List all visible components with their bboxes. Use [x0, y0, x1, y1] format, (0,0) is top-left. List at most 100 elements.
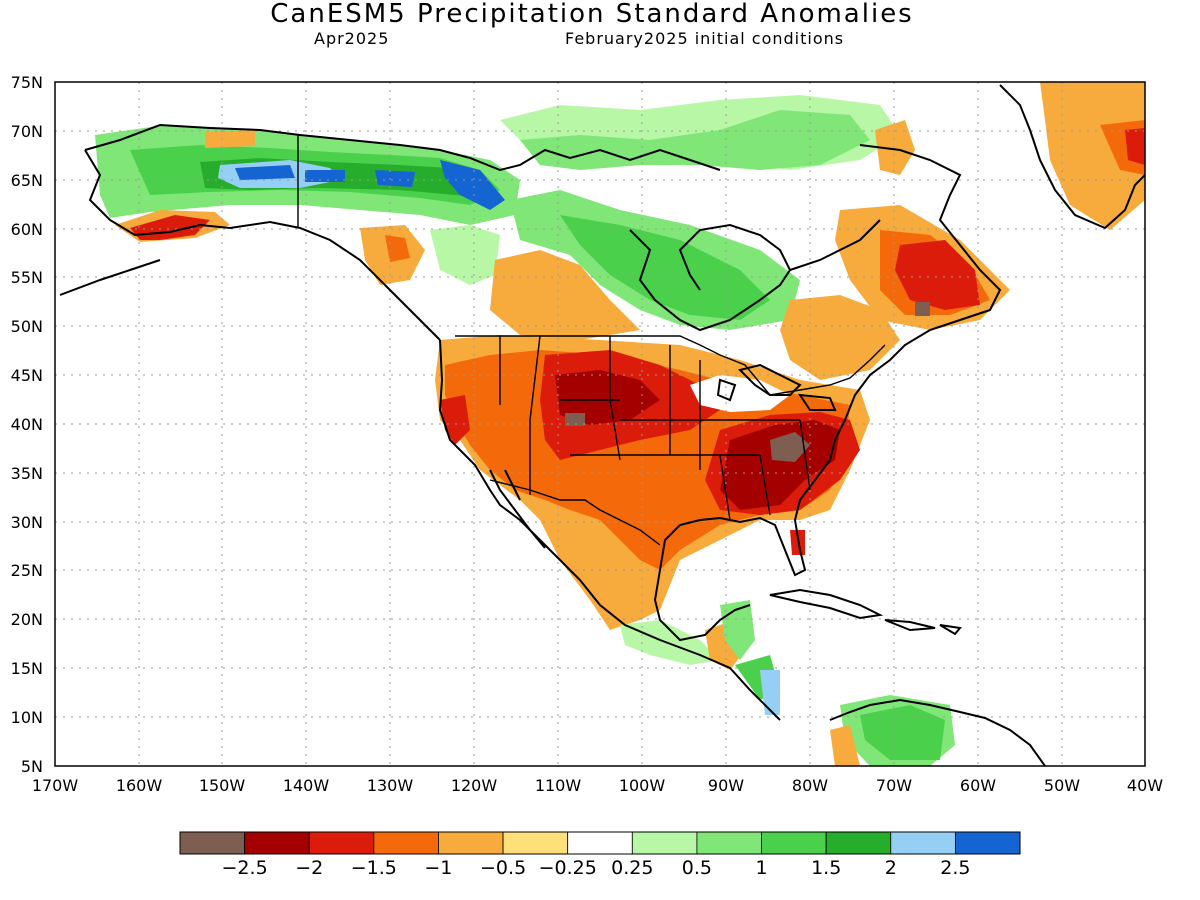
lon-label: 50W	[1044, 776, 1080, 795]
lon-label: 80W	[792, 776, 828, 795]
coastline-hudson-bay	[629, 219, 881, 332]
lon-label: 70W	[876, 776, 912, 795]
valid-month-label: Apr2025	[314, 29, 390, 48]
colorbar-tick-label: −0.25	[539, 857, 597, 879]
colorbar-tick-labels: −2.5 −2 −1.5 −1 −0.5 −0.25 0.25 0.5 1 1.…	[222, 857, 971, 879]
colorbar-swatch	[631, 831, 698, 855]
coastlines	[59, 84, 1145, 766]
lon-label: 130W	[367, 776, 414, 795]
colorbar-tick-label: −2	[295, 857, 323, 879]
colorbar-tick-label: 0.5	[682, 857, 712, 879]
lon-label: 160W	[116, 776, 163, 795]
anomaly-region-rockies-brown	[565, 413, 585, 426]
lat-label: 15N	[11, 659, 43, 678]
lat-label: 40N	[11, 415, 43, 434]
longitude-axis-labels: 170W 160W 150W 140W 130W 120W 110W 100W …	[32, 776, 1163, 795]
colorbar-tick-label: 1	[755, 857, 767, 879]
colorbar: −2.5 −2 −1.5 −1 −0.5 −0.25 0.25 0.5 1 1.…	[179, 831, 1021, 879]
colorbar-tick-label: −2.5	[222, 857, 268, 879]
coastline-great-lakes	[716, 363, 837, 411]
lat-label: 25N	[11, 561, 43, 580]
border-us-mexico	[489, 479, 661, 546]
coastline-labrador-atlantic	[653, 144, 1002, 642]
colorbar-swatch	[567, 831, 633, 855]
map-title: CanESM5 Precipitation Standard Anomalies	[270, 0, 914, 29]
lon-label: 170W	[32, 776, 79, 795]
colorbar-tick-label: −0.5	[480, 857, 526, 879]
colorbar-swatch	[244, 831, 310, 855]
colorbar-swatch	[308, 831, 375, 855]
colorbar-tick-label: 0.25	[611, 857, 653, 879]
anomaly-region-florida-dry	[790, 530, 805, 555]
lat-label: 30N	[11, 513, 43, 532]
colorbar-swatch	[761, 831, 827, 855]
coastline-north-canada	[299, 134, 721, 172]
map-panel	[54, 81, 1146, 767]
colorbar-tick-label: −1	[424, 857, 452, 879]
colorbar-frame	[179, 831, 1021, 855]
border-us-states	[499, 335, 811, 521]
lat-label: 45N	[11, 366, 43, 385]
lon-label: 40W	[1127, 776, 1163, 795]
latitude-axis-labels: 75N 70N 65N 60N 55N 50N 45N 40N 35N 30N …	[11, 73, 43, 776]
anomaly-region-arctic-wet-strong	[520, 110, 870, 170]
colorbar-swatch	[179, 831, 246, 855]
anomaly-region-greenland-dry-strong	[1125, 128, 1145, 165]
lat-label: 20N	[11, 610, 43, 629]
colorbar-swatch	[890, 831, 956, 855]
lat-label: 50N	[11, 317, 43, 336]
lon-label: 90W	[708, 776, 744, 795]
lon-label: 110W	[535, 776, 582, 795]
anomaly-region-arctic-east-dry	[875, 120, 915, 175]
colorbar-swatch	[373, 831, 439, 855]
anomaly-region-bc-dry-strong	[385, 235, 410, 262]
border-us-canada	[455, 335, 886, 396]
coastline-us-west-mexico	[438, 339, 781, 721]
anomaly-region-southeast-brown	[770, 432, 810, 462]
anomaly-region-plains-dry-extreme	[555, 370, 660, 425]
anomaly-region-prairies-dry	[490, 250, 640, 340]
coastline-alaska	[59, 123, 441, 341]
graticule	[55, 82, 1145, 766]
colorbar-swatch	[502, 831, 569, 855]
colorbar-tick-label: 2.5	[940, 857, 970, 879]
anomaly-region-labrador-brown	[915, 302, 930, 316]
anomaly-region-great-lakes-wet	[690, 375, 790, 412]
lon-label: 120W	[451, 776, 498, 795]
lon-label: 150W	[199, 776, 246, 795]
coastline-greenland	[999, 84, 1145, 230]
colorbar-swatch	[825, 831, 892, 855]
anomaly-region-colombia-wet-strong	[860, 705, 945, 760]
anomaly-fields	[95, 82, 1145, 766]
initial-conditions-label: February2025 initial conditions	[565, 29, 845, 48]
colorbar-tick-label: 1.5	[811, 857, 841, 879]
lat-label: 55N	[11, 268, 43, 287]
colorbar-swatch	[438, 831, 504, 855]
lat-label: 75N	[11, 73, 43, 92]
anomaly-region-east-canada-dry	[780, 295, 900, 380]
anomaly-region-north-alaska-dry	[205, 130, 255, 148]
lat-label: 60N	[11, 220, 43, 239]
colorbar-swatch	[696, 831, 762, 855]
anomaly-region-labrador-dry-strong	[895, 240, 980, 310]
lat-label: 35N	[11, 464, 43, 483]
anomaly-region-hudson-wet-strong	[560, 215, 770, 320]
anomaly-region-colombia-dry	[830, 725, 860, 766]
anomaly-region-greenland-dry	[1040, 82, 1145, 230]
colorbar-tick-label: −1.5	[351, 857, 397, 879]
coastline-cuba-caribbean	[769, 588, 962, 636]
lat-label: 65N	[11, 171, 43, 190]
political-borders	[297, 135, 886, 546]
colorbar-swatches	[179, 831, 1021, 855]
map-frame	[54, 81, 1146, 767]
lon-label: 100W	[619, 776, 666, 795]
lat-label: 70N	[11, 122, 43, 141]
lat-label: 10N	[11, 708, 43, 727]
anomaly-region-northwest-canada-wet	[430, 225, 500, 285]
lat-label: 5N	[21, 757, 43, 776]
coastline-south-america	[829, 698, 1046, 766]
colorbar-tick-label: 2	[885, 857, 897, 879]
lon-label: 140W	[283, 776, 330, 795]
coastline-baja	[489, 469, 546, 549]
